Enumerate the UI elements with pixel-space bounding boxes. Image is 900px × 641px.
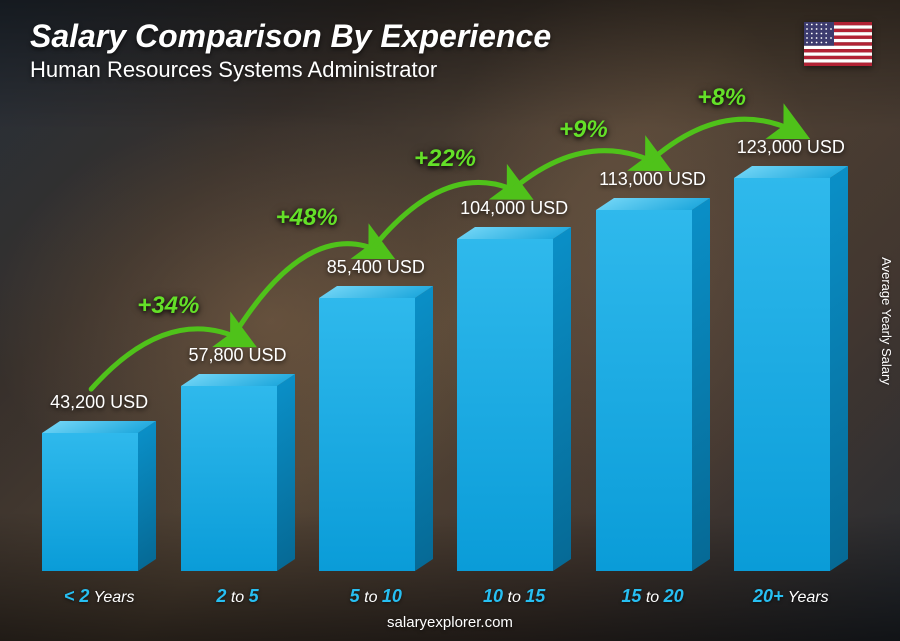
bar: 123,000 USD <box>734 137 848 571</box>
x-axis-label: 2 to 5 <box>168 586 306 607</box>
footer-credit: salaryexplorer.com <box>0 614 900 631</box>
bar-group: 43,200 USD 57,800 USD 85,400 USD 104,000 US… <box>30 100 860 571</box>
page-subtitle: Human Resources Systems Administrator <box>30 57 551 83</box>
bar-value-label: 43,200 USD <box>50 392 148 413</box>
x-axis-label: 20+ Years <box>722 586 860 607</box>
bar: 43,200 USD <box>42 392 156 571</box>
x-axis-label: 5 to 10 <box>307 586 445 607</box>
bar: 85,400 USD <box>319 257 433 571</box>
y-axis-label: Average Yearly Salary <box>879 257 894 385</box>
x-axis-labels: < 2 Years2 to 55 to 1010 to 1515 to 2020… <box>30 577 860 607</box>
infographic-container: Salary Comparison By Experience Human Re… <box>0 0 900 641</box>
bar: 104,000 USD <box>457 198 571 571</box>
salary-chart: 43,200 USD 57,800 USD 85,400 USD 104,000 US… <box>30 100 860 571</box>
flag-icon <box>804 22 872 66</box>
bar-value-label: 57,800 USD <box>188 345 286 366</box>
x-axis-label: < 2 Years <box>30 586 168 607</box>
bar-value-label: 123,000 USD <box>737 137 845 158</box>
bar-value-label: 85,400 USD <box>327 257 425 278</box>
bar-value-label: 104,000 USD <box>460 198 568 219</box>
x-axis-label: 15 to 20 <box>583 586 721 607</box>
page-title: Salary Comparison By Experience <box>30 18 551 55</box>
bar-value-label: 113,000 USD <box>599 169 706 190</box>
x-axis-label: 10 to 15 <box>445 586 583 607</box>
bar: 113,000 USD <box>596 169 710 571</box>
header: Salary Comparison By Experience Human Re… <box>30 18 551 83</box>
bar: 57,800 USD <box>181 345 295 571</box>
